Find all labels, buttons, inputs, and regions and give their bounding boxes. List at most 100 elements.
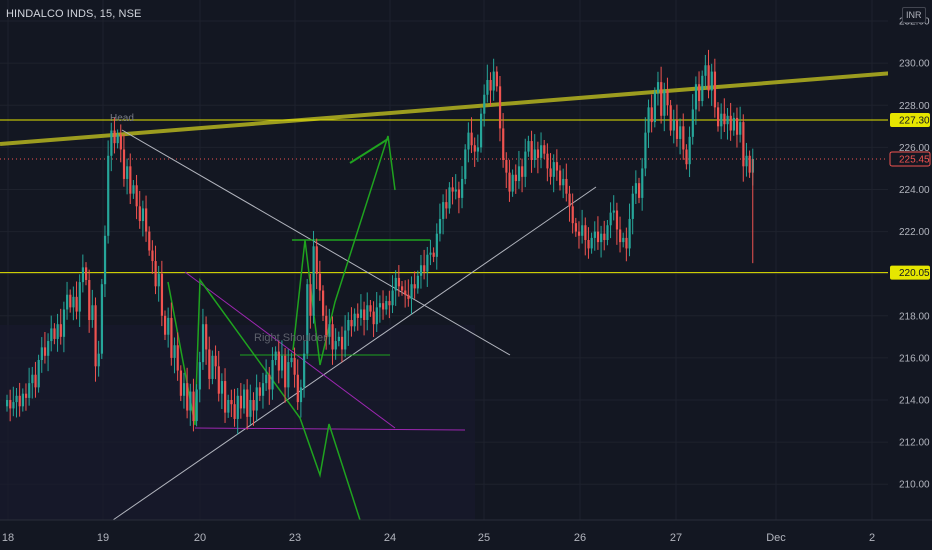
candle — [606, 220, 609, 246]
price-tag-label: 220.05 — [899, 268, 930, 279]
candle-body — [230, 400, 233, 405]
candle — [78, 274, 81, 327]
candle — [581, 209, 584, 244]
candle — [448, 182, 451, 214]
candle-body — [571, 206, 574, 224]
candle-body — [644, 132, 647, 169]
candle-body — [540, 145, 543, 158]
candle-body — [18, 395, 21, 407]
support-trendline — [112, 186, 597, 521]
candle — [110, 122, 113, 172]
candle-body — [59, 324, 62, 337]
candle — [423, 249, 426, 280]
candle-body — [224, 381, 227, 413]
candle-body — [445, 202, 448, 209]
candle-body — [88, 280, 91, 320]
candle-body — [685, 149, 688, 165]
candle-body — [85, 267, 88, 280]
candle-body — [720, 113, 723, 127]
candle-body — [255, 387, 258, 411]
candle — [126, 158, 129, 195]
candle — [12, 386, 15, 417]
candle-body — [119, 134, 122, 150]
candle — [271, 347, 274, 400]
candle-body — [432, 252, 435, 257]
candle-body — [483, 94, 486, 114]
candle-body — [495, 71, 498, 87]
candle-body — [511, 174, 514, 192]
candle-body — [742, 122, 745, 167]
candle-body — [407, 294, 410, 299]
candle-body — [663, 90, 666, 116]
candle-body — [397, 277, 401, 287]
candle-body — [107, 155, 110, 236]
candle — [189, 383, 192, 426]
candle — [742, 114, 745, 182]
candle — [631, 185, 634, 235]
currency-badge[interactable]: INR — [902, 7, 926, 23]
candle-body — [372, 311, 375, 325]
candle-body — [340, 336, 344, 350]
candle-body — [688, 136, 691, 165]
candle — [552, 154, 555, 193]
candle-body — [246, 389, 249, 417]
abcd-pattern-2 — [292, 135, 396, 366]
candle-body — [641, 168, 644, 198]
candle — [419, 254, 423, 289]
candle-body — [423, 265, 426, 272]
candle-body — [299, 387, 303, 403]
candle — [587, 227, 590, 259]
candle-body — [31, 374, 34, 384]
candle-body — [498, 86, 502, 129]
candle — [688, 126, 691, 178]
candle-body — [205, 324, 208, 350]
candle — [53, 323, 56, 345]
candle — [62, 301, 66, 353]
candle — [107, 140, 110, 244]
candle-body — [713, 71, 717, 108]
date-tick-label: 23 — [289, 532, 301, 544]
candle — [577, 221, 581, 249]
candle — [94, 297, 97, 382]
candle — [258, 382, 261, 402]
candle — [464, 144, 467, 185]
candle-body — [502, 128, 505, 160]
candle — [653, 87, 656, 128]
candle — [707, 49, 710, 99]
candle-body — [514, 174, 517, 182]
candle — [467, 122, 470, 163]
candle-body — [359, 309, 363, 318]
candle — [21, 388, 24, 412]
candle-body — [268, 374, 271, 390]
candle-body — [562, 178, 565, 186]
candle — [432, 247, 435, 263]
price-tags: 227.30 225.45 220.05 — [889, 113, 931, 280]
candle-body — [179, 370, 182, 396]
candle — [530, 130, 533, 173]
candle — [717, 102, 720, 132]
candle-body — [555, 162, 559, 171]
candle — [91, 289, 94, 328]
level-price-tag: 227.30 — [890, 113, 930, 127]
candle-body — [69, 294, 72, 308]
candle-body — [122, 149, 126, 179]
candle — [15, 388, 18, 418]
candle — [217, 350, 220, 402]
candle-body — [508, 172, 511, 192]
candle-body — [322, 290, 325, 316]
candle-body — [625, 237, 628, 249]
symbol-title: HINDALCO INDS, 15, NSE — [6, 8, 142, 20]
price-tick-label: 218.00 — [899, 311, 930, 322]
overlays: Head Right Shoulder — [110, 113, 327, 344]
candle — [735, 107, 739, 148]
candle — [315, 238, 318, 290]
candle — [47, 333, 50, 372]
candle-body — [28, 383, 31, 398]
candle — [81, 254, 85, 293]
candle — [505, 152, 508, 188]
candle-body — [306, 284, 309, 354]
candle — [129, 153, 132, 204]
candle-body — [350, 320, 353, 327]
date-tick-label: 18 — [2, 532, 14, 544]
